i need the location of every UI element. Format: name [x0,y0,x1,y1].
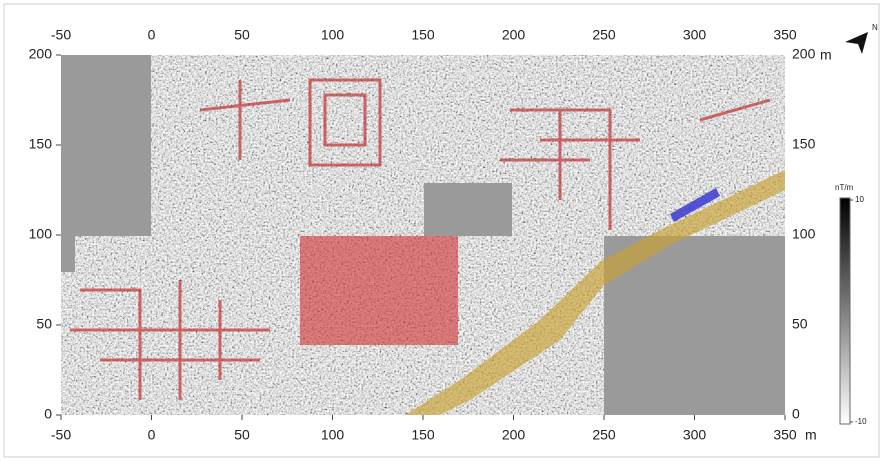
x-tick-label-bottom: 300 [683,427,707,443]
legend-tick-label: 10 [855,195,864,204]
x-tick-label-bottom: 250 [592,427,616,443]
legend-tick-label: -10 [855,417,867,426]
y-tick-label-right: 200 [792,46,816,62]
highlight-area [300,236,458,345]
x-tick-label-top: 250 [592,27,616,43]
no-data-area [61,55,151,236]
x-tick-label-bottom: -50 [51,427,71,443]
color-scale [840,198,850,424]
x-tick-label-bottom: 0 [148,427,156,443]
x-tick-label-top: 50 [234,27,250,43]
map-figure: N nT/m -50-50005050100100150150200200250… [0,0,883,461]
x-tick-label-bottom: 350 [773,427,797,443]
x-tick-label-bottom: 200 [502,427,526,443]
y-tick-label-right: 150 [792,136,816,152]
y-tick-label-right: 0 [792,406,800,422]
x-tick-label-top: 100 [321,27,345,43]
no-data-area [424,183,512,236]
x-tick-label-top: 350 [773,27,797,43]
x-tick-label-bottom: 100 [321,427,345,443]
y-tick-label-left: 50 [36,316,52,332]
y-tick-label-left: 0 [44,406,52,422]
legend-title: nT/m [835,183,854,192]
x-tick-label-top: 200 [502,27,526,43]
y-tick-label-left: 150 [29,136,53,152]
north-label: N [872,23,878,32]
x-tick-label-bottom: 50 [234,427,250,443]
y-tick-label-right: 50 [792,316,808,332]
north-arrow: N [845,23,878,54]
y-tick-label-left: 200 [29,46,53,62]
y-tick-label-left: 100 [29,226,53,242]
x-unit: m [805,427,817,443]
y-unit: m [820,47,832,63]
x-tick-label-top: -50 [51,27,71,43]
x-tick-label-bottom: 150 [411,427,435,443]
y-tick-label-right: 100 [792,226,816,242]
x-tick-label-top: 150 [411,27,435,43]
x-tick-label-top: 0 [148,27,156,43]
no-data-area [61,236,75,272]
x-tick-label-top: 300 [683,27,707,43]
survey-area [61,55,785,415]
legend: nT/m [835,183,854,424]
